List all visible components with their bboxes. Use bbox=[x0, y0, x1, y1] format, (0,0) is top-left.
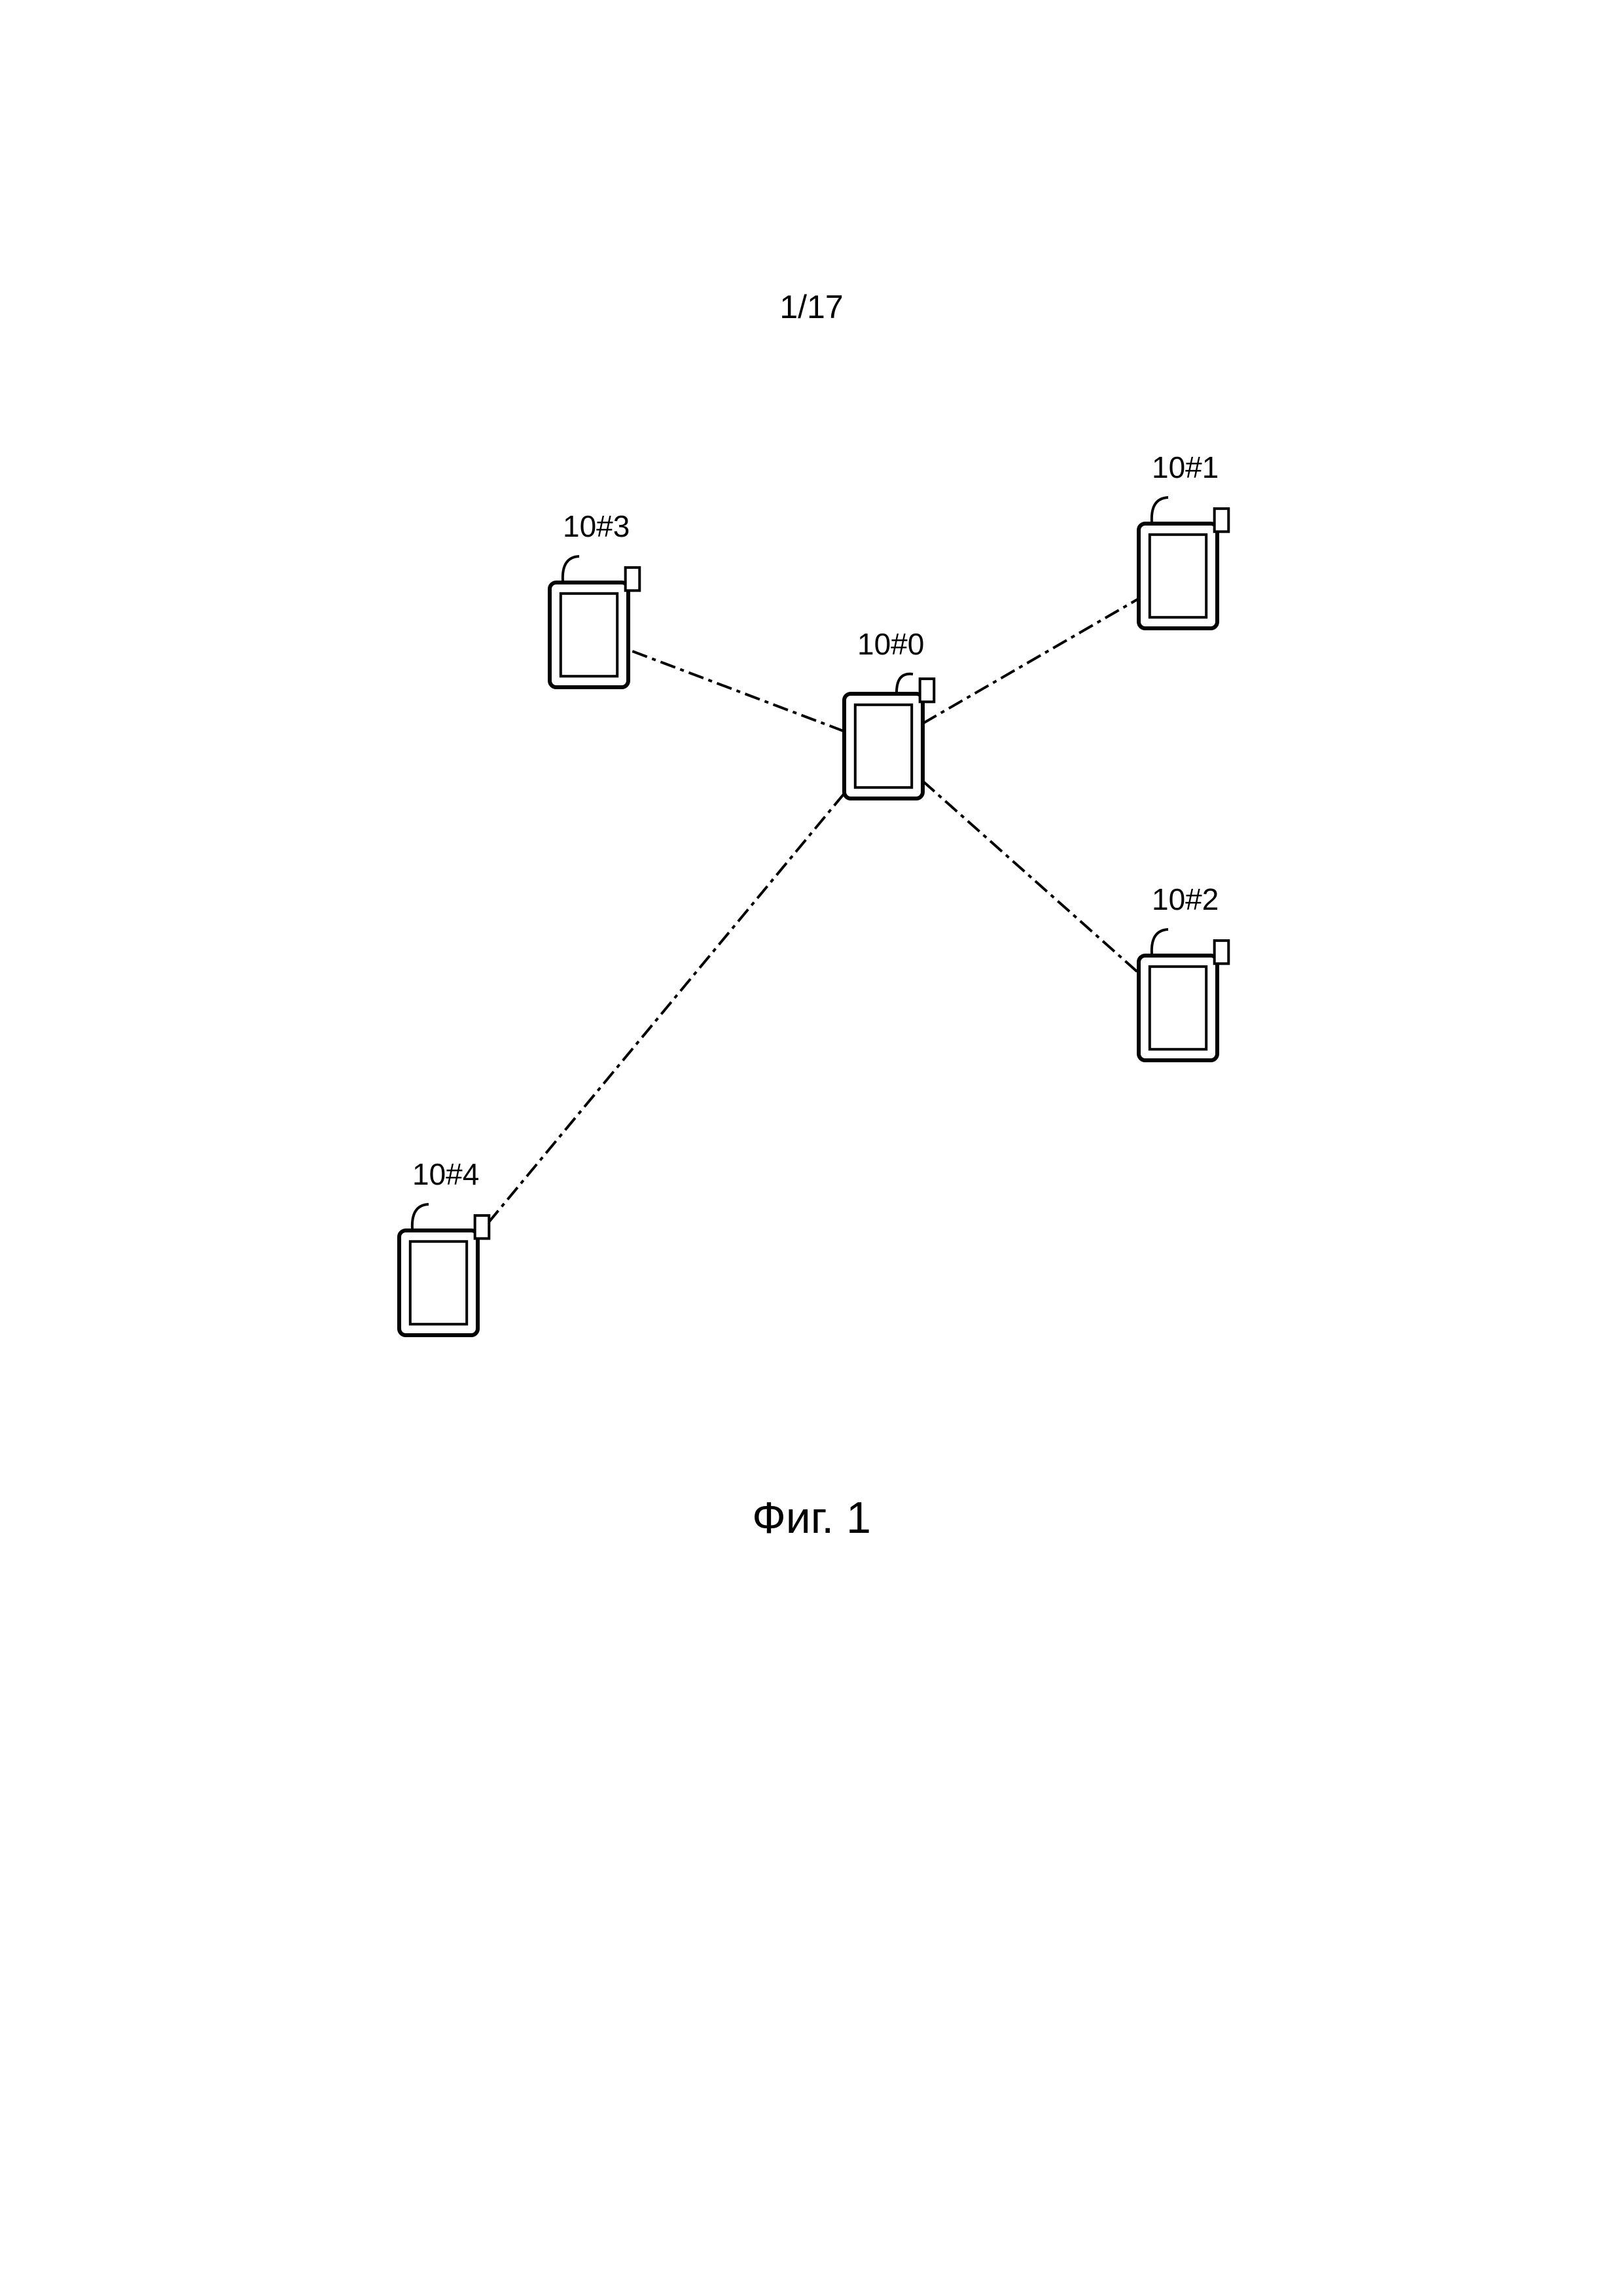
edge bbox=[923, 599, 1139, 724]
device-node: 10#3 bbox=[550, 509, 639, 687]
edge bbox=[478, 793, 844, 1235]
device-antenna bbox=[626, 567, 640, 590]
device-screen bbox=[561, 594, 617, 676]
label-leader bbox=[412, 1204, 429, 1229]
device-antenna bbox=[920, 679, 935, 702]
device-antenna bbox=[475, 1215, 490, 1238]
edge bbox=[923, 781, 1139, 973]
node-label: 10#3 bbox=[563, 509, 630, 543]
node-label: 10#4 bbox=[412, 1157, 479, 1191]
device-node: 10#2 bbox=[1139, 882, 1228, 1060]
label-leader bbox=[563, 556, 579, 581]
device-antenna bbox=[1215, 941, 1229, 963]
label-leader bbox=[897, 674, 913, 694]
node-label: 10#2 bbox=[1152, 882, 1219, 916]
edge bbox=[628, 650, 844, 732]
device-antenna bbox=[1215, 509, 1229, 531]
node-label: 10#1 bbox=[1152, 450, 1219, 484]
device-node: 10#4 bbox=[399, 1157, 489, 1335]
device-screen bbox=[410, 1242, 467, 1324]
label-leader bbox=[1152, 497, 1168, 522]
figure-caption: Фиг. 1 bbox=[0, 1492, 1623, 1543]
node-label: 10#0 bbox=[857, 627, 924, 661]
device-node: 10#1 bbox=[1139, 450, 1228, 628]
device-screen bbox=[1150, 535, 1206, 617]
device-screen bbox=[1150, 967, 1206, 1049]
label-leader bbox=[1152, 929, 1168, 954]
device-screen bbox=[855, 705, 912, 787]
device-node: 10#0 bbox=[844, 627, 934, 798]
network-diagram: 10#0 10#1 10#2 10#3 10#4 bbox=[0, 0, 1623, 2296]
